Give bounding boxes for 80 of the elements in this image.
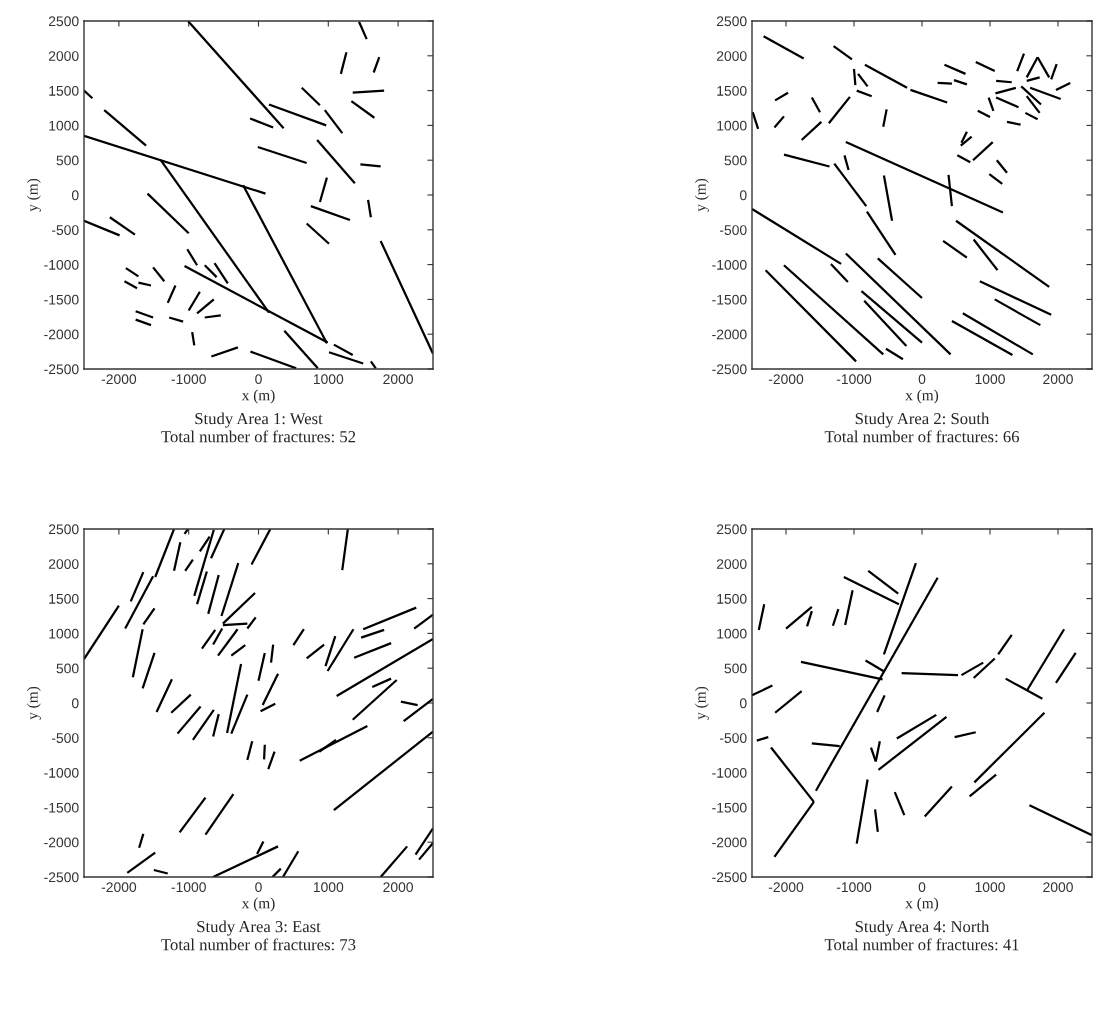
x-axis-title: x (m) — [241, 897, 275, 912]
y-tick-label: -2500 — [44, 364, 79, 375]
text: Study Area 2: South — [855, 412, 990, 428]
y-tick-label: -2000 — [44, 329, 79, 340]
y-tick-label: -2000 — [712, 837, 747, 848]
y-tick-label: 2500 — [48, 524, 79, 535]
y-tick-label: 500 — [724, 663, 747, 674]
y-tick-label: 0 — [71, 190, 79, 201]
y-tick-label: 2000 — [48, 559, 79, 569]
x-tick-label: 2000 — [383, 374, 414, 385]
y-tick-label: -1500 — [712, 802, 747, 813]
text: Study Area 3: East — [197, 920, 321, 936]
y-tick-label: 0 — [739, 698, 747, 709]
y-tick-label: -2000 — [712, 329, 747, 340]
text: Study Area 4: North — [855, 920, 990, 936]
x-tick-label: -2000 — [101, 882, 137, 893]
x-tick-label: 2000 — [383, 882, 414, 893]
x-tick-label: 1000 — [313, 374, 344, 385]
y-tick-label: 1000 — [717, 120, 747, 131]
y-tick-label: -1000 — [44, 767, 79, 778]
y-tick-label: -500 — [719, 733, 747, 743]
y-axis-title: y (m) — [694, 686, 709, 720]
x-tick-label: -2000 — [101, 374, 137, 385]
y-tick-label: 1000 — [49, 628, 79, 639]
x-axis-title: x (m) — [241, 389, 275, 404]
x-tick-label: -1000 — [836, 882, 872, 893]
y-axis-title: y (m) — [694, 178, 709, 212]
y-tick-label: -1500 — [44, 802, 79, 813]
x-tick-label: 2000 — [1043, 882, 1073, 893]
y-tick-label: -1500 — [44, 294, 79, 305]
x-axis-title: x (m) — [905, 897, 939, 912]
text: Total number of fractures: 73 — [161, 938, 356, 951]
y-tick-label: 1000 — [717, 628, 747, 639]
y-tick-label: 500 — [724, 155, 747, 166]
y-tick-label: 500 — [56, 663, 79, 674]
y-tick-label: -1000 — [712, 767, 747, 778]
y-tick-label: 0 — [739, 190, 747, 201]
y-tick-label: 1500 — [49, 85, 79, 96]
x-axis-title: x (m) — [905, 389, 939, 404]
x-tick-label: 0 — [918, 882, 926, 893]
x-tick-label: -1000 — [836, 374, 872, 385]
y-tick-label: -2000 — [44, 837, 79, 848]
y-tick-label: -1000 — [44, 259, 79, 270]
text: Total number of fractures: 52 — [161, 430, 356, 443]
y-tick-label: 2000 — [716, 51, 747, 61]
y-tick-label: 2500 — [716, 524, 747, 535]
x-tick-label: -2000 — [768, 374, 804, 385]
x-tick-label: 0 — [255, 882, 262, 893]
x-tick-label: 1000 — [975, 882, 1005, 893]
y-tick-label: -2500 — [712, 872, 747, 883]
y-tick-label: -1000 — [712, 259, 747, 270]
y-tick-label: -2500 — [712, 364, 747, 375]
x-tick-label: -1000 — [171, 882, 206, 893]
y-axis-title: y (m) — [26, 686, 41, 720]
x-tick-label: 0 — [918, 374, 926, 385]
text: Study Area 1: West — [195, 412, 323, 428]
y-tick-label: -500 — [51, 733, 79, 743]
y-tick-label: 2000 — [716, 559, 747, 569]
text: Total number of fractures: 66 — [824, 430, 1020, 443]
x-tick-label: -2000 — [768, 882, 804, 893]
y-tick-label: 1500 — [717, 593, 747, 604]
y-tick-label: -500 — [719, 225, 747, 235]
y-tick-label: 1500 — [717, 85, 747, 96]
x-tick-label: 1000 — [313, 882, 344, 893]
y-tick-label: 1000 — [49, 120, 79, 131]
y-tick-label: 1500 — [49, 593, 79, 604]
y-tick-label: 2500 — [716, 16, 747, 27]
x-tick-label: -1000 — [171, 374, 206, 385]
y-tick-label: -2500 — [44, 872, 79, 883]
x-tick-label: 1000 — [975, 374, 1005, 385]
y-tick-label: 2500 — [48, 16, 79, 27]
x-tick-label: 2000 — [1043, 374, 1073, 385]
y-tick-label: -500 — [51, 225, 79, 235]
y-axis-title: y (m) — [26, 178, 41, 212]
text: Total number of fractures: 41 — [824, 938, 1019, 951]
x-tick-label: 0 — [255, 374, 262, 385]
y-tick-label: -1500 — [712, 294, 747, 305]
y-tick-label: 2000 — [48, 51, 79, 61]
y-tick-label: 500 — [56, 155, 79, 166]
y-tick-label: 0 — [71, 698, 79, 709]
